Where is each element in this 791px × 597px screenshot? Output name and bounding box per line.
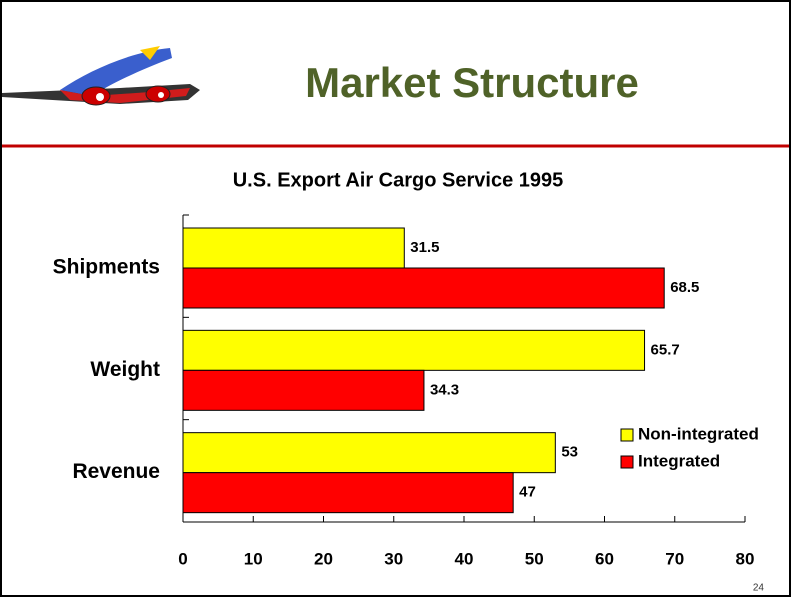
x-tick-label: 60 bbox=[595, 549, 614, 568]
slide-title: Market Structure bbox=[305, 59, 639, 106]
x-tick-label: 10 bbox=[244, 549, 263, 568]
x-tick-label: 80 bbox=[736, 549, 755, 568]
bar bbox=[182, 472, 514, 514]
value-label: 31.5 bbox=[410, 239, 439, 256]
legend-swatch bbox=[620, 428, 634, 442]
bar bbox=[182, 227, 405, 269]
bar bbox=[182, 369, 425, 411]
x-tick-label: 40 bbox=[455, 549, 474, 568]
chart-title: U.S. Export Air Cargo Service 1995 bbox=[233, 169, 564, 191]
y-tick-label: Revenue bbox=[72, 460, 160, 483]
value-label: 65.7 bbox=[651, 341, 680, 358]
x-tick-label: 0 bbox=[178, 549, 187, 568]
bar bbox=[182, 329, 646, 371]
value-label: 47 bbox=[519, 484, 536, 501]
x-tick-label: 50 bbox=[525, 549, 544, 568]
y-tick-label: Shipments bbox=[53, 256, 160, 279]
page-number: 24 bbox=[753, 583, 765, 594]
y-tick-label: Weight bbox=[90, 358, 160, 381]
legend-label: Integrated bbox=[638, 451, 720, 470]
value-label: 53 bbox=[561, 444, 578, 461]
x-tick-label: 30 bbox=[384, 549, 403, 568]
legend-label: Non-integrated bbox=[638, 424, 759, 443]
legend-swatch bbox=[620, 455, 634, 469]
x-tick-label: 20 bbox=[314, 549, 333, 568]
bar bbox=[182, 432, 556, 474]
value-label: 68.5 bbox=[670, 279, 699, 296]
x-tick-label: 70 bbox=[665, 549, 684, 568]
bar bbox=[182, 267, 665, 309]
airplane-logo bbox=[2, 46, 200, 106]
value-label: 34.3 bbox=[430, 381, 459, 398]
